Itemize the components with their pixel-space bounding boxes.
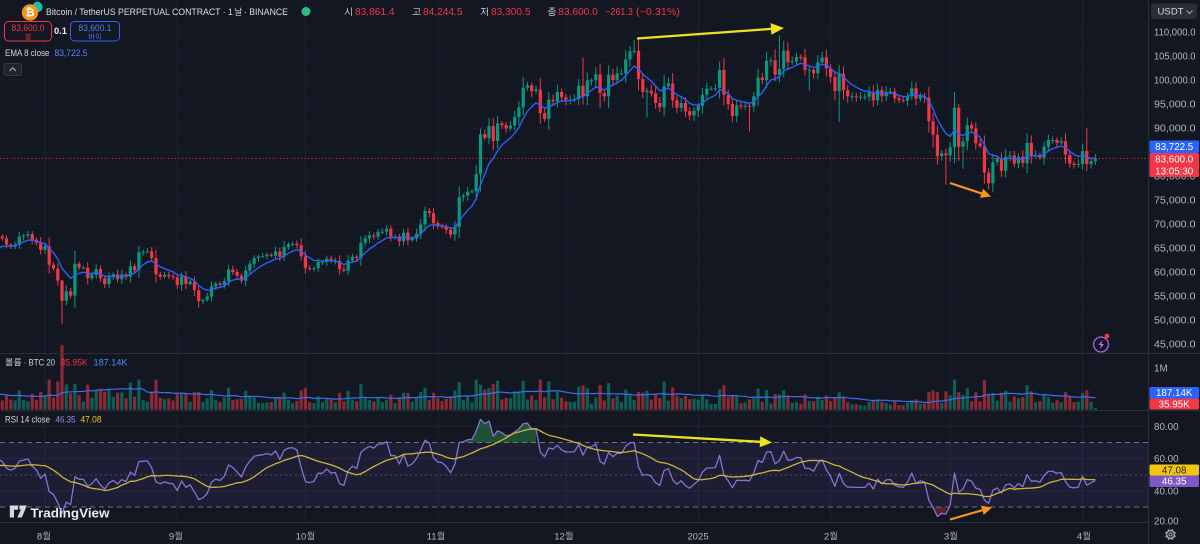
svg-text:83,600.0: 83,600.0: [12, 23, 45, 34]
svg-text:46.35: 46.35: [1162, 477, 1187, 488]
svg-text:83,600.1: 83,600.1: [79, 23, 112, 34]
svg-text:2: 2: [824, 531, 829, 542]
svg-text:60.00: 60.00: [1154, 454, 1179, 465]
svg-text:9: 9: [169, 531, 174, 542]
svg-text:100,000.0: 100,000.0: [1154, 75, 1196, 86]
svg-text:90,000.0: 90,000.0: [1154, 123, 1196, 134]
svg-text:65,000.0: 65,000.0: [1154, 243, 1196, 254]
svg-text:70,000.0: 70,000.0: [1154, 219, 1196, 230]
svg-text:RSI 14 close: RSI 14 close: [5, 414, 50, 424]
svg-text:Bitcoin / TetherUS PERPETUAL C: Bitcoin / TetherUS PERPETUAL CONTRACT · …: [46, 7, 233, 17]
svg-text:83,722.5: 83,722.5: [1155, 142, 1194, 153]
svg-text:47.08: 47.08: [1162, 465, 1187, 476]
svg-text:83,600.0: 83,600.0: [558, 7, 598, 18]
svg-text:83,600.0: 83,600.0: [1155, 154, 1194, 165]
svg-text:83,861.4: 83,861.4: [355, 7, 395, 18]
svg-text:47.08: 47.08: [81, 414, 102, 424]
svg-text:TradingView: TradingView: [31, 505, 111, 520]
svg-text:13:05:30: 13:05:30: [1155, 166, 1194, 177]
svg-text:83,300.5: 83,300.5: [491, 7, 531, 18]
svg-text:· BTC 20: · BTC 20: [24, 357, 55, 367]
svg-text:20.00: 20.00: [1154, 517, 1179, 528]
svg-text:187.14K: 187.14K: [1156, 388, 1193, 399]
svg-text:35.95K: 35.95K: [1159, 399, 1191, 410]
svg-text:(−0.31%): (−0.31%): [636, 7, 680, 18]
svg-text:187.14K: 187.14K: [94, 357, 129, 367]
svg-text:84,244.5: 84,244.5: [423, 7, 463, 18]
svg-text:45,000.0: 45,000.0: [1154, 339, 1196, 350]
svg-text:0.1: 0.1: [54, 25, 67, 36]
svg-text:1M: 1M: [1154, 363, 1168, 374]
svg-text:12: 12: [554, 531, 565, 542]
svg-text:110,000.0: 110,000.0: [1154, 27, 1196, 38]
svg-text:4: 4: [1077, 531, 1083, 542]
svg-text:10: 10: [296, 531, 307, 542]
svg-text:35.95K: 35.95K: [61, 357, 89, 367]
svg-text:40.00: 40.00: [1154, 486, 1179, 497]
svg-text:3: 3: [944, 531, 949, 542]
svg-text:₿: ₿: [26, 7, 35, 19]
svg-text:60,000.0: 60,000.0: [1154, 267, 1196, 278]
svg-text:· BINANCE: · BINANCE: [244, 7, 288, 17]
svg-text:95,000.0: 95,000.0: [1154, 99, 1196, 110]
svg-text:8: 8: [37, 531, 42, 542]
svg-text:USDT: USDT: [1158, 7, 1184, 18]
svg-text:46.35: 46.35: [56, 414, 76, 424]
svg-text:EMA 8 close: EMA 8 close: [5, 48, 50, 58]
svg-text:50,000.0: 50,000.0: [1154, 315, 1196, 326]
svg-text:105,000.0: 105,000.0: [1154, 51, 1196, 62]
svg-text:75,000.0: 75,000.0: [1154, 195, 1196, 206]
svg-text:2025: 2025: [687, 531, 708, 542]
svg-text:83,722.5: 83,722.5: [55, 48, 88, 58]
svg-text:80.00: 80.00: [1154, 422, 1179, 433]
svg-text:−261.3: −261.3: [605, 7, 633, 18]
svg-text:55,000.0: 55,000.0: [1154, 291, 1196, 302]
svg-text:11: 11: [427, 531, 437, 542]
